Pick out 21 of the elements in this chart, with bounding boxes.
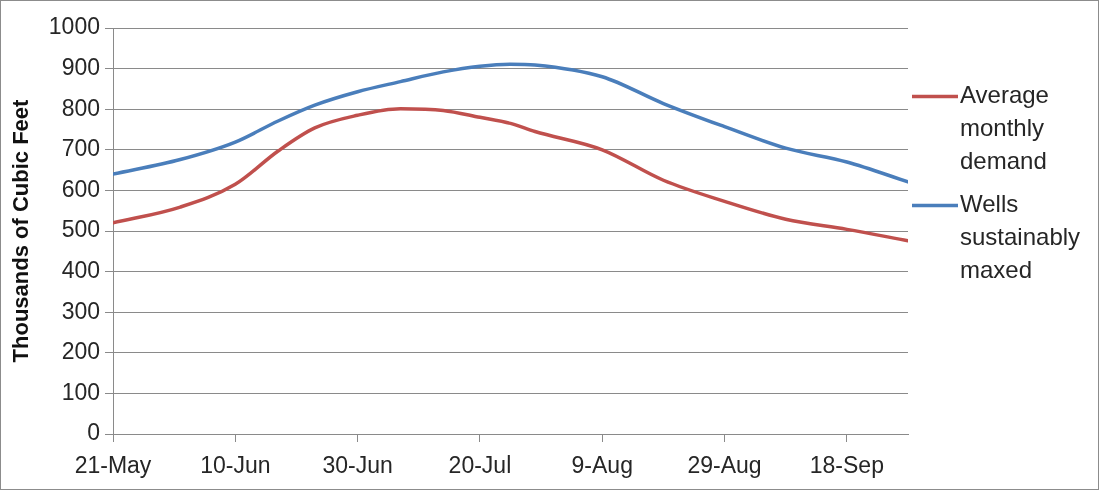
- x-tick-label: 18-Sep: [809, 452, 884, 479]
- x-tick-label: 9-Aug: [571, 452, 633, 479]
- x-tick-label: 20-Jul: [448, 452, 512, 479]
- y-tick-label: 100: [61, 378, 100, 405]
- x-tick-label: 21-May: [74, 452, 152, 479]
- y-tick-label: 400: [61, 256, 100, 283]
- y-tick-label: 900: [61, 53, 100, 80]
- y-tick-label: 200: [61, 338, 100, 365]
- x-tick-label: 29-Aug: [687, 452, 762, 479]
- y-tick-label: 800: [61, 94, 100, 121]
- y-tick-label: 600: [61, 175, 100, 202]
- y-axis-title: Thousands of Cubic Feet: [8, 98, 34, 363]
- legend-label: Wells sustainably maxed: [960, 190, 1081, 284]
- y-tick-label: 700: [61, 135, 100, 162]
- x-tick-label: 30-Jun: [322, 452, 393, 479]
- y-tick-label: 0: [87, 419, 100, 446]
- y-tick-label: 1000: [48, 13, 100, 40]
- x-tick-label: 10-Jun: [200, 452, 271, 479]
- y-tick-label: 500: [61, 216, 100, 243]
- y-tick-label: 300: [61, 297, 100, 324]
- legend-label: Average monthly demand: [960, 81, 1049, 175]
